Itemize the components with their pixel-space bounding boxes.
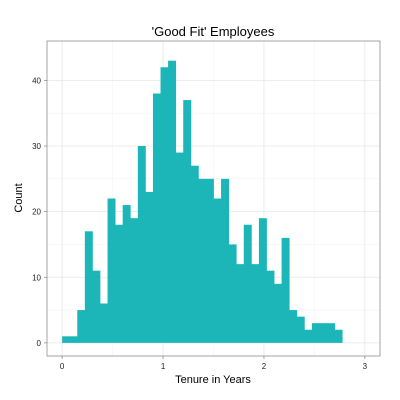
- y-tick-label: 40: [32, 76, 41, 85]
- y-tick-label: 30: [32, 142, 41, 151]
- y-tick-label: 10: [32, 273, 41, 282]
- histogram-bar: [69, 336, 78, 343]
- histogram-bar: [236, 264, 245, 343]
- y-tick-label: 20: [32, 208, 41, 217]
- histogram-bar: [145, 191, 154, 343]
- histogram-bar: [281, 237, 290, 343]
- histogram-bar: [77, 310, 86, 343]
- histogram-bar: [205, 178, 214, 343]
- histogram-bar: [289, 310, 298, 343]
- x-tick-label: 1: [161, 362, 166, 371]
- x-tick-label: 2: [262, 362, 267, 371]
- histogram-bar: [115, 224, 124, 343]
- histogram-bar: [296, 316, 305, 343]
- histogram-bar: [107, 198, 116, 343]
- histogram-bar: [228, 244, 237, 343]
- histogram-bar: [137, 146, 146, 343]
- x-tick-label: 3: [363, 362, 368, 371]
- chart-title: 'Good Fit' Employees: [152, 24, 275, 39]
- histogram-bar: [213, 198, 222, 343]
- histogram-bars: [62, 60, 343, 343]
- x-axis: 0 1 2 3: [60, 356, 368, 371]
- histogram-bar: [122, 205, 131, 343]
- histogram-bar: [62, 336, 71, 343]
- y-axis: 0 10 20 30 40: [32, 76, 47, 348]
- plot-panel-border: [46, 40, 381, 357]
- histogram-bar: [327, 323, 335, 343]
- y-axis-label: Count: [13, 183, 25, 212]
- histogram-bar: [175, 152, 184, 343]
- histogram-bar: [168, 60, 177, 343]
- histogram-bar: [183, 100, 192, 343]
- histogram-bar: [243, 224, 252, 343]
- x-tick-label: 0: [60, 362, 65, 371]
- histogram-bar: [221, 178, 230, 343]
- y-tick-label: 0: [37, 339, 42, 348]
- histogram-bar: [334, 329, 343, 343]
- histogram-bar: [190, 165, 199, 343]
- histogram-bar: [266, 270, 275, 343]
- histogram-bar: [251, 264, 260, 343]
- histogram-bar: [304, 329, 313, 343]
- histogram-bar: [92, 270, 101, 343]
- histogram-bar: [160, 67, 169, 343]
- histogram-bar: [198, 178, 207, 343]
- histogram-bar: [258, 218, 267, 343]
- histogram-bar: [311, 323, 320, 343]
- histogram-bar: [274, 283, 283, 343]
- histogram-bar: [319, 323, 328, 343]
- histogram-bar: [152, 93, 161, 343]
- x-axis-label: Tenure in Years: [175, 374, 251, 386]
- histogram-bar: [84, 231, 93, 343]
- histogram-bar: [99, 303, 108, 343]
- histogram-bar: [130, 218, 139, 343]
